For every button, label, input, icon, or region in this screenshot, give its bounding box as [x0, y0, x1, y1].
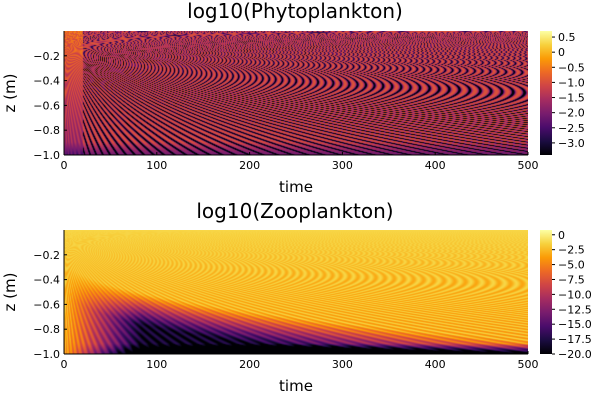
colorbar-tick-label: −15.0 — [558, 318, 592, 331]
colorbar-tick-label: −10.0 — [558, 288, 592, 301]
colorbar — [540, 230, 552, 354]
colorbar-tick-label: −2.5 — [558, 122, 585, 135]
colorbar-tick-label: 0.5 — [558, 31, 576, 44]
y-tick-label: −0.8 — [33, 124, 60, 137]
y-tick-label: −0.2 — [33, 249, 60, 262]
colorbar — [540, 31, 552, 155]
heatmap-image — [64, 230, 528, 354]
x-tick-label: 300 — [332, 159, 353, 172]
colorbar-tick-label: −7.5 — [558, 273, 585, 286]
x-tick-label: 0 — [61, 358, 68, 371]
y-tick-label: −0.2 — [33, 50, 60, 63]
heatmap-image — [64, 31, 528, 155]
chart-title: log10(Zooplankton) — [196, 199, 393, 223]
colorbar-tick-label: −1.5 — [558, 92, 585, 105]
colorbar-tick-label: −20.0 — [558, 348, 592, 361]
x-axis-label: time — [279, 377, 313, 395]
y-tick-label: −1.0 — [33, 348, 60, 361]
heatmap-panel-zooplankton: log10(Zooplankton) 0 100 200 300 400 500 −1.0 −… — [1, 199, 592, 395]
heatmap-panel-phytoplankton: log10(Phytoplankton) 0 100 200 300 400 500 −1.… — [1, 0, 585, 196]
y-tick-label: −0.4 — [33, 274, 60, 287]
colorbar-tick-label: 0 — [558, 229, 565, 242]
colorbar-tick-label: −0.5 — [558, 61, 585, 74]
y-tick-label: −0.4 — [33, 75, 60, 88]
x-axis-label: time — [279, 178, 313, 196]
x-tick-label: 0 — [61, 159, 68, 172]
x-tick-label: 200 — [239, 159, 260, 172]
colorbar-tick-label: −5.0 — [558, 259, 585, 272]
colorbar-tick-label: 0 — [558, 46, 565, 59]
axes: 0 100 200 300 400 500 −1.0 −0.8 −0.6 −0.4 −0.2 — [33, 230, 539, 371]
colorbar-tick-label: −12.5 — [558, 303, 592, 316]
colorbar-tick-label: −17.5 — [558, 333, 592, 346]
colorbar-tick-label: −2.5 — [558, 244, 585, 257]
colorbar-tick-label: −2.0 — [558, 107, 585, 120]
chart-title: log10(Phytoplankton) — [187, 0, 403, 23]
y-axis-label: z (m) — [1, 273, 19, 312]
y-axis-label: z (m) — [1, 74, 19, 113]
x-tick-label: 400 — [425, 159, 446, 172]
x-tick-label: 200 — [239, 358, 260, 371]
colorbar-ticks: 0 −2.5 −5.0−7.5 −10.0 −12.5 −15.0 −17.5 −20.0 — [552, 229, 592, 361]
x-tick-label: 100 — [146, 358, 167, 371]
colorbar-tick-label: −3.0 — [558, 137, 585, 150]
x-tick-label: 500 — [518, 358, 539, 371]
colorbar-ticks: 0.5 0 −0.5 −1.0 −1.5 −2.0 −2.5 −3.0 — [552, 31, 585, 150]
x-tick-label: 100 — [146, 159, 167, 172]
x-tick-label: 300 — [332, 358, 353, 371]
x-tick-label: 500 — [518, 159, 539, 172]
x-tick-label: 400 — [425, 358, 446, 371]
axes: 0 100 200 300 400 500 −1.0 −0.8 −0.6 −0.4 −0.2 — [33, 31, 539, 172]
y-tick-label: −0.6 — [33, 298, 60, 311]
y-tick-label: −1.0 — [33, 149, 60, 162]
colorbar-tick-label: −1.0 — [558, 76, 585, 89]
y-tick-label: −0.8 — [33, 323, 60, 336]
y-tick-label: −0.6 — [33, 99, 60, 112]
